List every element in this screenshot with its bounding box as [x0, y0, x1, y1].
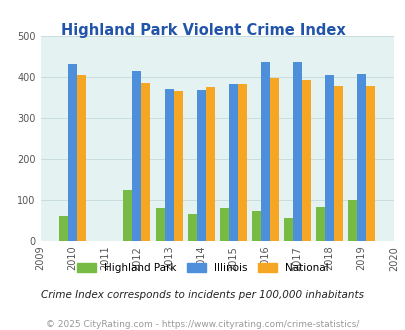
Bar: [59, 216, 68, 241]
Bar: [356, 74, 365, 241]
Bar: [132, 71, 141, 241]
Bar: [347, 200, 356, 241]
Text: Highland Park Violent Crime Index: Highland Park Violent Crime Index: [60, 23, 345, 38]
Bar: [237, 84, 246, 241]
Bar: [324, 75, 333, 241]
Bar: [365, 86, 374, 241]
Legend: Highland Park, Illinois, National: Highland Park, Illinois, National: [77, 263, 328, 273]
Bar: [205, 87, 214, 241]
Bar: [269, 79, 278, 241]
Bar: [77, 75, 86, 241]
Bar: [187, 214, 196, 241]
Text: Crime Index corresponds to incidents per 100,000 inhabitants: Crime Index corresponds to incidents per…: [41, 290, 364, 300]
Bar: [164, 89, 173, 241]
Bar: [251, 211, 260, 241]
Bar: [141, 82, 150, 241]
Bar: [228, 84, 237, 241]
Bar: [260, 62, 269, 241]
Bar: [68, 64, 77, 241]
Bar: [196, 90, 205, 241]
Bar: [284, 217, 292, 241]
Bar: [292, 62, 301, 241]
Bar: [173, 91, 182, 241]
Bar: [155, 208, 164, 241]
Bar: [315, 207, 324, 241]
Bar: [333, 86, 342, 241]
Text: © 2025 CityRating.com - https://www.cityrating.com/crime-statistics/: © 2025 CityRating.com - https://www.city…: [46, 320, 359, 329]
Bar: [301, 80, 310, 241]
Bar: [219, 208, 228, 241]
Bar: [123, 190, 132, 241]
